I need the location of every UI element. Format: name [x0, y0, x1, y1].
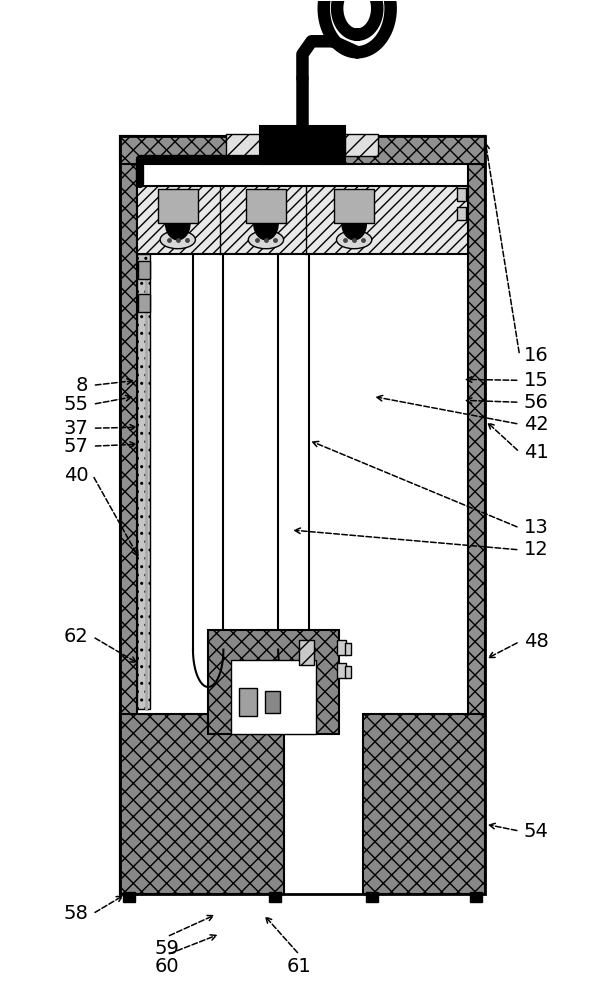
Polygon shape — [254, 224, 278, 240]
Bar — [123, 892, 135, 902]
Text: 55: 55 — [64, 395, 89, 414]
Text: 58: 58 — [64, 904, 89, 923]
Bar — [239, 688, 257, 716]
Ellipse shape — [248, 231, 284, 249]
Bar — [470, 892, 482, 902]
Bar — [367, 892, 378, 902]
Bar — [337, 663, 346, 678]
Bar — [120, 136, 485, 164]
Bar — [337, 640, 346, 655]
Bar — [345, 643, 351, 655]
Text: 37: 37 — [64, 419, 89, 438]
Bar — [120, 136, 137, 894]
Text: 40: 40 — [64, 466, 89, 485]
Text: 41: 41 — [524, 443, 549, 462]
Bar — [158, 189, 197, 223]
Bar — [232, 660, 316, 734]
Polygon shape — [342, 224, 367, 240]
Bar — [120, 714, 284, 894]
Bar — [299, 640, 314, 665]
Bar — [265, 691, 280, 713]
Text: 62: 62 — [64, 627, 89, 646]
Text: 59: 59 — [155, 939, 179, 958]
Bar — [120, 136, 485, 894]
Bar — [457, 207, 466, 220]
Ellipse shape — [160, 231, 196, 249]
Text: 54: 54 — [524, 822, 549, 841]
Text: 56: 56 — [524, 393, 549, 412]
Bar — [137, 186, 468, 254]
Bar — [345, 666, 351, 678]
Bar — [137, 261, 150, 279]
Text: 15: 15 — [524, 371, 549, 390]
Text: 60: 60 — [155, 957, 179, 976]
Ellipse shape — [337, 231, 372, 249]
Polygon shape — [166, 224, 190, 240]
Text: 48: 48 — [524, 632, 549, 651]
Bar — [260, 126, 345, 164]
Text: 12: 12 — [524, 540, 549, 559]
Bar — [345, 134, 378, 156]
Text: 16: 16 — [524, 346, 549, 365]
Text: 57: 57 — [64, 437, 89, 456]
Text: 8: 8 — [76, 376, 89, 395]
Text: 13: 13 — [524, 518, 549, 537]
Bar — [227, 134, 260, 156]
Text: 61: 61 — [287, 957, 312, 976]
Bar — [364, 714, 485, 894]
Bar — [208, 630, 339, 734]
Bar — [137, 254, 150, 709]
Bar — [457, 188, 466, 201]
Text: 42: 42 — [524, 415, 549, 434]
Bar — [137, 294, 150, 312]
Bar — [334, 189, 374, 223]
Bar — [468, 136, 485, 894]
Bar — [269, 892, 281, 902]
Bar — [246, 189, 286, 223]
